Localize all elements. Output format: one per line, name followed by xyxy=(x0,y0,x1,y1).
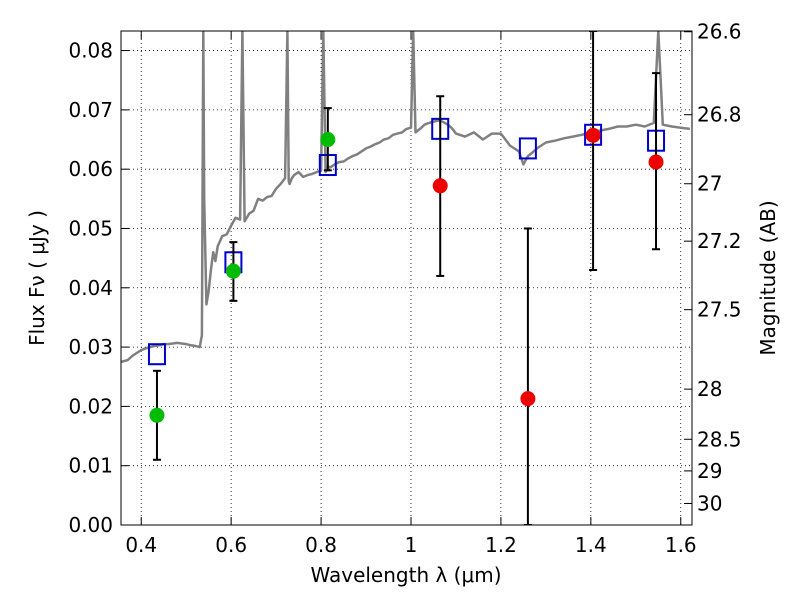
x-tick-label: 0.8 xyxy=(305,533,337,557)
mag-tick-label: 26.6 xyxy=(697,20,742,44)
x-tick-label: 1 xyxy=(405,533,418,557)
y-tick-label: 0.03 xyxy=(68,335,113,359)
data-point xyxy=(432,178,448,194)
mag-tick-label: 27.2 xyxy=(697,229,742,253)
mag-tick-label: 27 xyxy=(697,172,722,196)
axis-ticks xyxy=(121,31,692,526)
x-tick-label: 1.2 xyxy=(485,533,517,557)
y-tick-label: 0.00 xyxy=(68,513,113,537)
x-tick-label: 1.4 xyxy=(575,533,607,557)
plot-frame xyxy=(120,30,693,526)
mag-tick-label: 27.5 xyxy=(697,298,742,322)
mag-tick-label: 30 xyxy=(697,491,722,515)
mag-tick-label: 28.5 xyxy=(697,427,742,451)
y-tick-label: 0.02 xyxy=(68,394,113,418)
x-axis-label: Wavelength λ (μm) xyxy=(310,563,501,587)
data-point xyxy=(585,127,601,143)
y-tick-label: 0.05 xyxy=(68,216,113,240)
y-tick-label: 0.04 xyxy=(68,276,113,300)
mag-tick-label: 29 xyxy=(697,459,722,483)
y-tick-label: 0.01 xyxy=(68,454,113,478)
y-axis-label: Flux Fν ( μJy ) xyxy=(25,210,49,346)
data-point xyxy=(149,407,165,423)
data-point xyxy=(320,132,336,148)
x-tick-label: 0.6 xyxy=(215,533,247,557)
x-tick-label: 0.4 xyxy=(125,533,157,557)
data-point xyxy=(648,154,664,170)
y-tick-label: 0.07 xyxy=(68,98,113,122)
model-square-marker xyxy=(147,343,166,366)
sed-template-line xyxy=(121,31,690,364)
y-tick-label: 0.08 xyxy=(68,39,113,63)
mag-tick-label: 28 xyxy=(697,377,722,401)
x-tick-label: 1.6 xyxy=(665,533,697,557)
model-square-marker xyxy=(518,137,537,160)
data-point xyxy=(520,391,536,407)
series-layer xyxy=(121,31,690,525)
tick-labels: 0.4 0.6 0.8 1 1.2 1.4 1.6 0.00 0.01 0.02 0.03 0.04 0… xyxy=(68,20,741,557)
mag-tick-label: 26.8 xyxy=(697,103,742,127)
y-axis-right-label: Magnitude (AB) xyxy=(756,200,780,355)
y-tick-label: 0.06 xyxy=(68,157,113,181)
data-point xyxy=(225,263,241,279)
